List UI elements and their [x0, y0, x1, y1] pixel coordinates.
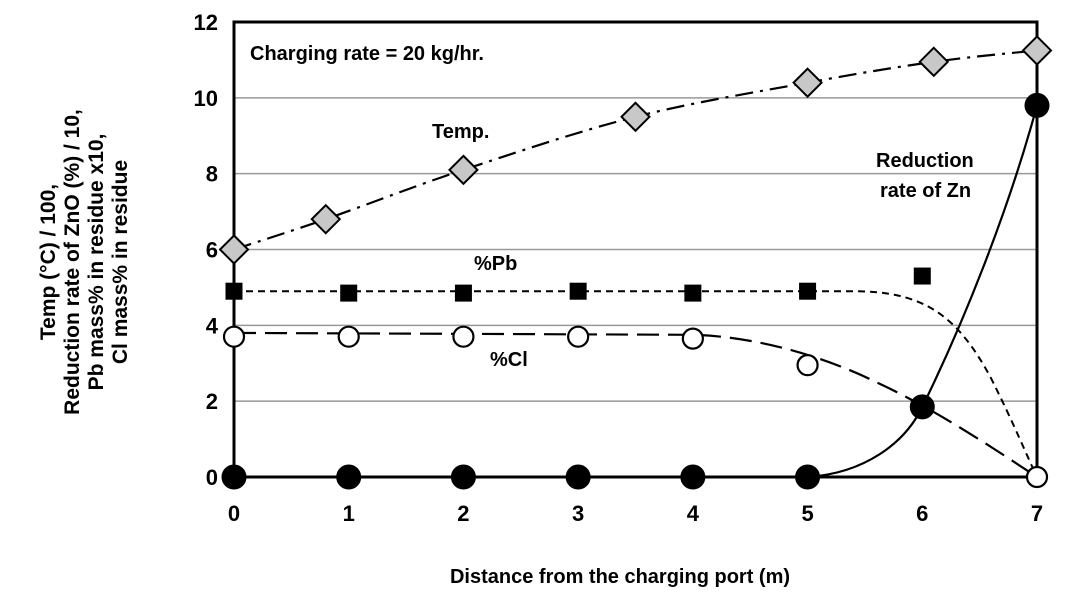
- annotations: Charging rate = 20 kg/hr. Temp. %Pb %Cl …: [250, 43, 974, 371]
- zn-point: [565, 464, 591, 490]
- markers: [218, 35, 1053, 490]
- y-axis-label-line-4: Cl mass% in residue: [109, 160, 132, 364]
- cl-point: [222, 325, 246, 348]
- pb-point: [569, 282, 587, 300]
- pb-point: [799, 282, 817, 300]
- temp-label: Temp.: [432, 121, 489, 143]
- cl-point: [796, 354, 819, 377]
- y-tick-label: 6: [206, 238, 218, 263]
- y-tick-labels: 0 2 4 6 8 10 12: [194, 10, 219, 490]
- pb-label: %Pb: [474, 253, 517, 275]
- y-tick-label: 12: [194, 10, 218, 35]
- pb-point: [340, 284, 358, 302]
- zn-point: [795, 464, 821, 490]
- temp-point: [792, 67, 823, 99]
- temp-point: [218, 234, 250, 265]
- temp-point: [1021, 35, 1053, 66]
- zn-point: [680, 464, 706, 490]
- x-tick-label: 0: [228, 501, 240, 526]
- cl-label: %Cl: [490, 349, 528, 371]
- cl-line: [233, 331, 1038, 478]
- y-axis-label-line-1: Temp (°C) / 100,: [37, 184, 60, 340]
- pb-point: [454, 284, 472, 302]
- x-tick-label: 3: [572, 501, 584, 526]
- x-tick-labels: 0 1 2 3 4 5 6 7: [228, 501, 1043, 526]
- temp-point: [448, 154, 479, 186]
- x-axis-label: Distance from the charging port (m): [450, 566, 790, 588]
- cl-point: [1025, 465, 1049, 489]
- temp-point: [918, 46, 950, 78]
- x-tick-label: 7: [1031, 501, 1043, 526]
- y-axis-label: Temp (°C) / 100, Reduction rate of ZnO (…: [37, 109, 132, 415]
- zn-label-line1: Reduction: [876, 150, 974, 172]
- cl-point: [681, 327, 704, 350]
- cl-point: [452, 325, 475, 348]
- zn-point: [221, 464, 247, 490]
- x-tick-label: 5: [801, 501, 813, 526]
- temp-point: [620, 101, 651, 133]
- x-tick-label: 1: [343, 501, 355, 526]
- zn-point: [909, 394, 935, 420]
- pb-line: [234, 290, 1038, 478]
- temp-point: [310, 203, 342, 235]
- pb-point: [684, 284, 702, 302]
- y-tick-label: 10: [194, 86, 218, 111]
- zn-point: [336, 464, 362, 490]
- pb-point: [225, 282, 243, 300]
- x-tick-label: 2: [457, 501, 469, 526]
- pb-point: [913, 267, 931, 285]
- y-tick-label: 4: [206, 313, 219, 338]
- charging-rate-label: Charging rate = 20 kg/hr.: [250, 43, 484, 65]
- y-axis-label-line-2: Reduction rate of ZnO (%) / 10,: [61, 109, 84, 415]
- cl-point: [567, 325, 590, 348]
- y-tick-label: 0: [206, 465, 218, 490]
- y-axis-label-line-3: Pb mass% in residue x10,: [85, 134, 108, 391]
- zn-line: [234, 105, 1039, 479]
- y-tick-label: 8: [206, 162, 218, 187]
- zn-point: [1024, 92, 1050, 118]
- zn-point: [450, 464, 476, 490]
- x-tick-label: 4: [687, 501, 700, 526]
- grid: [234, 97, 1037, 402]
- y-tick-label: 2: [206, 389, 218, 414]
- cl-point: [337, 325, 360, 348]
- x-tick-label: 6: [916, 501, 928, 526]
- zn-label-line2: rate of Zn: [880, 180, 971, 202]
